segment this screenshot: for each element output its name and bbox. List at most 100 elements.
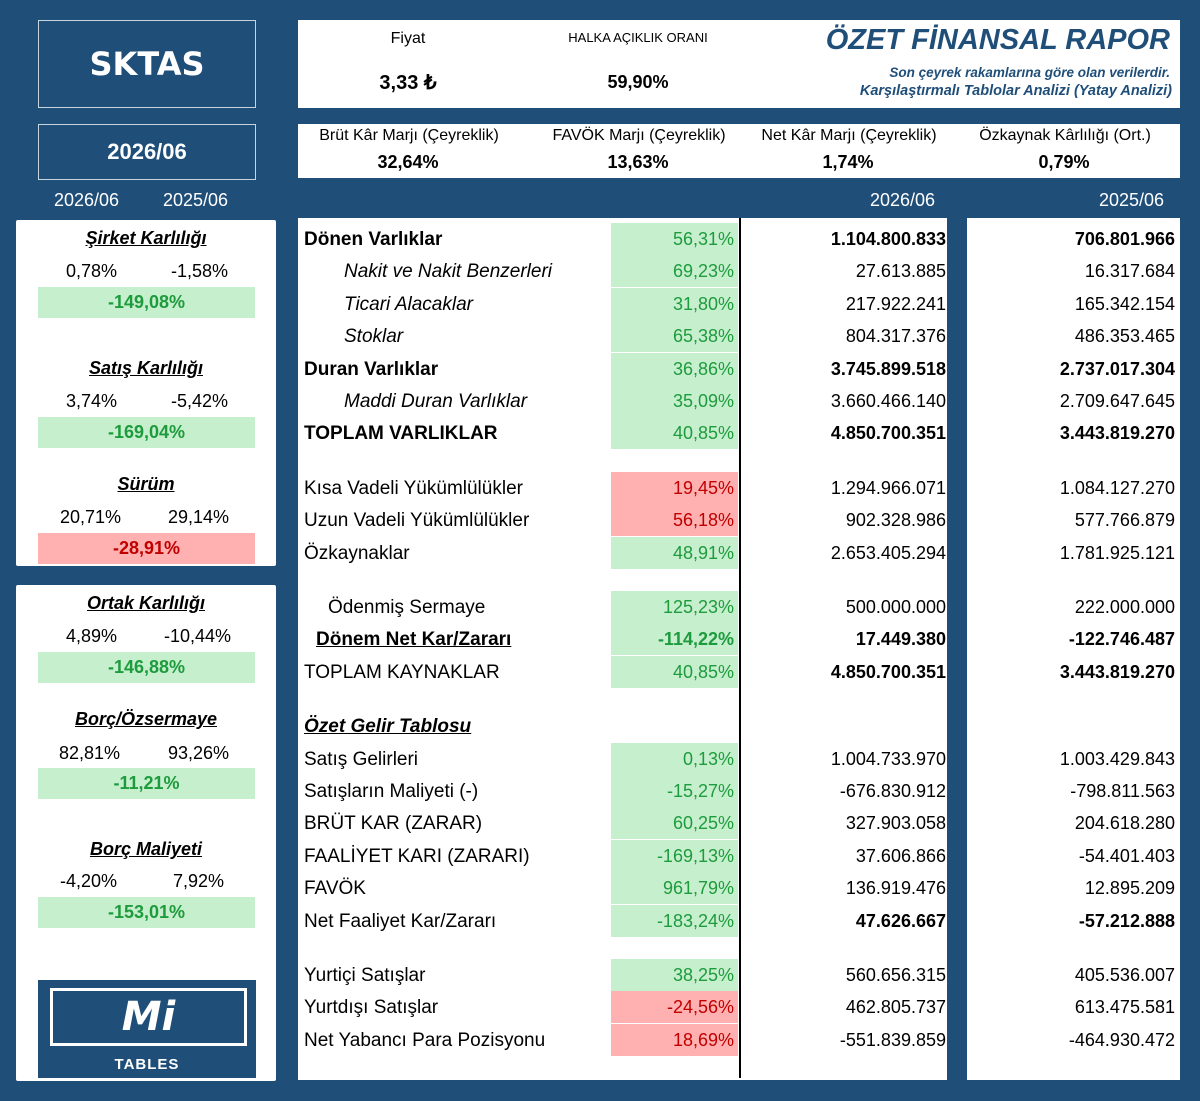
row-value-previous: 16.317.684 (1084, 261, 1175, 282)
table-row: Uzun Vadeli Yükümlülükler 56,18% 902.328.9… (298, 504, 1180, 537)
row-value-previous: 3.443.819.270 (1059, 661, 1175, 682)
row-change: -183,24% (611, 904, 738, 937)
ratio-value-previous: -10,44% (164, 626, 232, 646)
ratio-change-badge: -146,88% (38, 652, 255, 683)
ratio-title-debt-cost: Borç Maliyeti (89, 839, 203, 859)
ratio-title-turnover: Sürüm (117, 474, 175, 494)
left-header-previous: 2025/06 (163, 190, 229, 210)
row-change: -114,22% (611, 623, 738, 656)
row-change: -24,56% (611, 991, 738, 1024)
ratio-change-badge: -169,04% (38, 417, 255, 448)
row-value-current: 1.104.800.833 (830, 229, 946, 249)
row-change: 35,09% (611, 385, 738, 417)
report-subtitle-2: Karşılaştırmalı Tablolar Analizi (Yatay … (859, 83, 1172, 99)
row-value-previous: 12.895.209 (1084, 878, 1175, 899)
float-label: HALKA AÇIKLIK ORANI (568, 30, 708, 45)
row-value-previous: 1.003.429.843 (1059, 748, 1175, 769)
ratio-change-badge: -28,91% (38, 533, 255, 564)
period-label: 2026/06 (107, 139, 187, 164)
table-row: TOPLAM VARLIKLAR 40,85% 4.850.700.351 3.443… (298, 417, 1180, 450)
metric-label-roe: Özkaynak Kârlılığı (Ort.) (979, 127, 1151, 144)
table-row: TOPLAM KAYNAKLAR 40,85% 4.850.700.351 3.443… (298, 655, 1180, 688)
ticker-box: SKTAS (38, 20, 256, 108)
row-label: Kısa Vadeli Yükümlülükler (304, 477, 523, 499)
row-label: Dönem Net Kar/Zararı (316, 629, 512, 651)
row-label: Satış Gelirleri (304, 748, 419, 770)
row-value-previous: -122.746.487 (1068, 629, 1175, 650)
row-label: Net Faaliyet Kar/Zararı (304, 910, 497, 932)
metric-value-net-margin: 1,74% (822, 152, 874, 172)
table-row: Satış Gelirleri 0,13% 1.004.733.970 1.003.4… (298, 742, 1180, 775)
row-value-current: 4.850.700.351 (830, 423, 946, 444)
row-value-current: 804.317.376 (845, 326, 946, 347)
row-value-current: 500.000.000 (845, 597, 946, 617)
row-label: BRÜT KAR (ZARAR) (304, 813, 483, 835)
row-value-current: 327.903.058 (845, 813, 946, 834)
ratio-value-current: -4,20% (60, 871, 118, 891)
row-value-previous: -798.811.563 (1070, 781, 1175, 801)
mi-tables-logo: Mi TABLES (38, 980, 256, 1078)
row-change: 48,91% (611, 536, 738, 569)
ratio-value-current: 82,81% (59, 743, 121, 763)
row-value-previous: 405.536.007 (1074, 965, 1175, 985)
row-label: Dönen Varlıklar (304, 229, 443, 250)
ratio-value-current: 3,74% (66, 391, 118, 411)
table-row: Özet Gelir Tablosu (298, 710, 1180, 742)
ratio-value-previous: 7,92% (173, 871, 225, 891)
table-row: FAVÖK 961,79% 136.919.476 12.895.209 (298, 872, 1180, 905)
ratio-value-previous: 29,14% (168, 507, 230, 527)
row-value-previous: -464.930.472 (1068, 1029, 1175, 1050)
table-row: Nakit ve Nakit Benzerleri 69,23% 27.613.88… (298, 255, 1180, 288)
row-value-current: 27.613.885 (855, 261, 946, 282)
row-change: 56,31% (611, 223, 738, 255)
row-value-previous: 3.443.819.270 (1059, 423, 1175, 444)
row-change: -15,27% (611, 775, 738, 807)
row-value-previous: -54.401.403 (1078, 845, 1175, 866)
row-label: Maddi Duran Varlıklar (344, 391, 528, 412)
metrics-panel: Brüt Kâr Marjı (Çeyreklik) 32,64% FAVÖK … (298, 124, 1180, 178)
row-label: Stoklar (344, 326, 404, 348)
row-label: TOPLAM KAYNAKLAR (304, 661, 500, 683)
row-value-previous: 1.084.127.270 (1059, 477, 1175, 498)
ratio-value-current: 0,78% (66, 261, 118, 281)
row-label: Yurtdışı Satışlar (304, 997, 439, 1019)
row-value-current: 47.626.667 (855, 910, 946, 931)
ratio-value-current: 20,71% (60, 507, 122, 527)
table-row: Kısa Vadeli Yükümlülükler 19,45% 1.294.966… (298, 471, 1180, 504)
ratio-title-debt-equity: Borç/Özsermaye (74, 709, 218, 729)
ratio-value-current: 4,89% (66, 626, 118, 646)
row-value-current: 1.294.966.071 (830, 477, 946, 498)
ratio-change-badge: -153,01% (38, 897, 255, 928)
period-box: 2026/06 (38, 124, 256, 180)
row-change: -169,13% (611, 839, 738, 872)
row-value-previous: 2.737.017.304 (1059, 358, 1175, 379)
row-change: 0,13% (611, 742, 738, 775)
row-label: FAVÖK (304, 878, 366, 900)
row-value-current: 462.805.737 (845, 997, 946, 1018)
row-value-current: 1.004.733.970 (830, 748, 946, 769)
table-row: Ticari Alacaklar 31,80% 217.922.241 165.342… (298, 287, 1180, 320)
table-row: Özkaynaklar 48,91% 2.653.405.294 1.781.925.… (298, 536, 1180, 569)
row-value-previous: 204.618.280 (1074, 813, 1175, 834)
row-change: 60,25% (611, 807, 738, 840)
row-change: 18,69% (611, 1023, 738, 1056)
ticker-symbol: SKTAS (89, 45, 205, 83)
row-value-previous: 2.709.647.645 (1059, 391, 1175, 411)
row-change: 56,18% (611, 504, 738, 537)
ratio-card-group-1: Şirket Karlılığı 0,78% -1,58% -149,08% S… (16, 220, 276, 566)
row-value-previous: 577.766.879 (1074, 510, 1175, 531)
table-row: Dönen Varlıklar 56,31% 1.104.800.833 706.80… (298, 223, 1180, 255)
float-value: 59,90% (607, 72, 669, 92)
row-value-previous: 486.353.465 (1074, 326, 1175, 347)
row-label: Özet Gelir Tablosu (304, 716, 472, 738)
ratio-title-sales-profitability: Satış Karlılığı (88, 358, 204, 378)
ratio-title-shareholder-profitability: Ortak Karlılığı (86, 593, 206, 613)
table-row: FAALİYET KARI (ZARARI) -169,13% 37.606.866… (298, 839, 1180, 872)
table-row: Satışların Maliyeti (-) -15,27% -676.830.9… (298, 775, 1180, 807)
price-label: Fiyat (390, 30, 426, 47)
row-value-current: -676.830.912 (839, 781, 946, 801)
row-change: 961,79% (611, 872, 738, 905)
row-label: Satışların Maliyeti (-) (304, 781, 479, 802)
change-column-border (739, 218, 741, 1078)
row-value-current: 136.919.476 (845, 878, 946, 899)
